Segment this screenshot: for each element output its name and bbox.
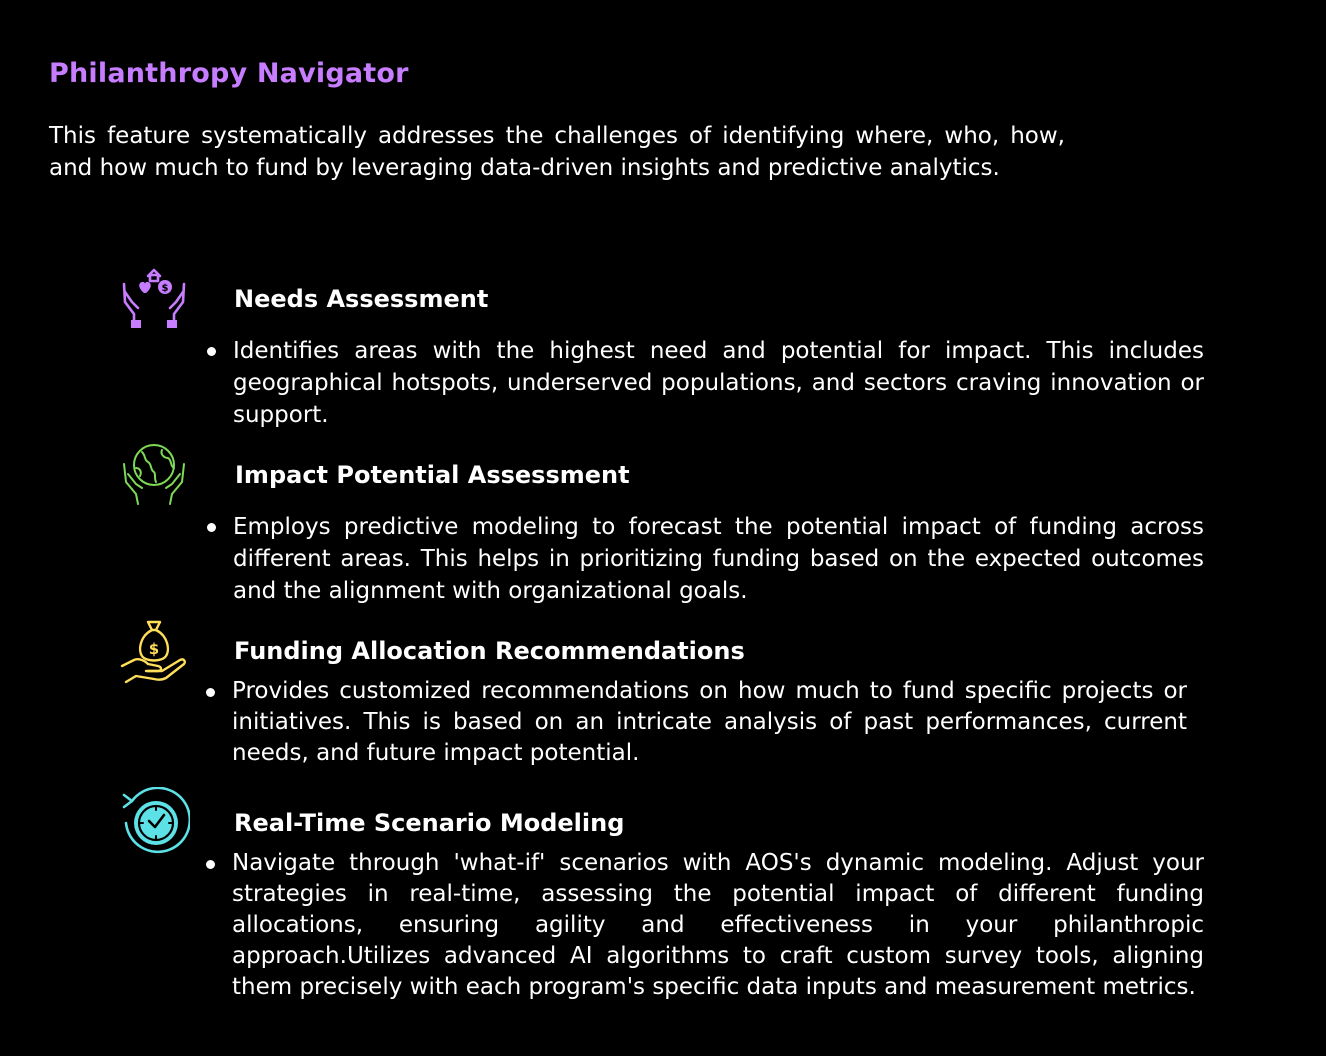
- section-text: Provides customized recommendations on h…: [232, 678, 1187, 766]
- page-title: Philanthropy Navigator: [49, 58, 409, 89]
- section-heading: Funding Allocation Recommendations: [234, 637, 745, 665]
- section-heading: Real-Time Scenario Modeling: [234, 809, 625, 837]
- section-heading: Needs Assessment: [234, 285, 489, 313]
- section-text: Employs predictive modeling to forecast …: [233, 514, 1204, 604]
- bullet-dot: [206, 860, 215, 869]
- clock-refresh-icon: [118, 787, 190, 859]
- svg-text:$: $: [162, 283, 169, 294]
- globe-in-hands-icon: [118, 438, 190, 510]
- svg-text:$: $: [149, 640, 159, 658]
- section-text: Navigate through 'what-if' scenarios wit…: [232, 850, 1204, 1000]
- hands-heart-coin-icon: $: [118, 262, 190, 334]
- intro-paragraph: This feature systematically addresses th…: [49, 123, 1065, 181]
- money-bag-hand-icon: $: [118, 616, 190, 688]
- section-heading: Impact Potential Assessment: [235, 461, 630, 489]
- section-text: Identifies areas with the highest need a…: [233, 338, 1204, 428]
- bullet-dot: [207, 347, 216, 356]
- bullet-dot: [207, 523, 216, 532]
- bullet-dot: [206, 688, 215, 697]
